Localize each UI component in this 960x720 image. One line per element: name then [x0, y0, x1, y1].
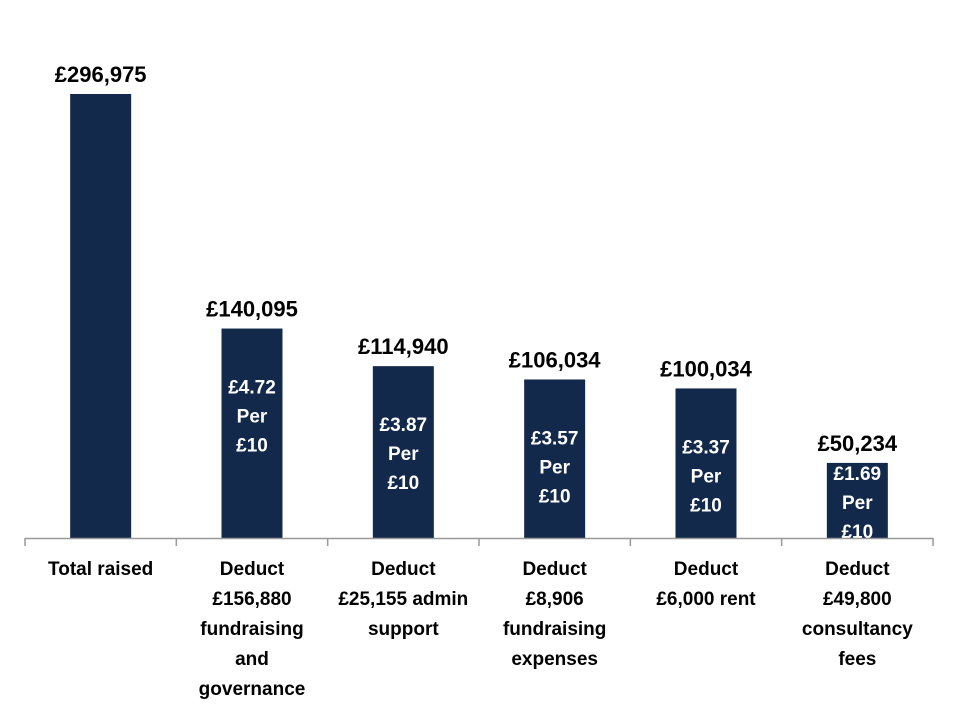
bar-inner-label: £3.37	[682, 437, 730, 458]
category-label: Total raised	[48, 559, 153, 580]
category-label: Deduct	[674, 559, 739, 580]
category-label: fundraising	[503, 619, 606, 640]
category-label: and	[235, 649, 269, 670]
bar-value-label: £114,940	[358, 334, 449, 359]
category-labels-group: Total raised Deduct £156,880 fundraising and…	[48, 559, 913, 700]
bar-inner-label: Per	[539, 457, 570, 478]
category-label: fees	[838, 649, 876, 670]
category-label: Deduct	[220, 559, 285, 580]
bar	[372, 366, 434, 538]
bar-inner-label: £10	[236, 436, 268, 457]
category-label: fundraising	[200, 619, 303, 640]
bar-inner-label: £4.72	[228, 378, 276, 399]
bars-group	[70, 94, 888, 538]
x-axis-ticks	[24, 538, 934, 546]
bar-value-label: £50,234	[818, 431, 898, 456]
category-label: £49,800	[823, 589, 892, 610]
category-label: expenses	[511, 649, 598, 670]
bar-value-label: £106,034	[509, 347, 602, 372]
bar-inner-label: £10	[690, 495, 722, 516]
bar-value-label: £296,975	[55, 62, 147, 87]
category-label: £8,906	[526, 589, 584, 610]
bar	[524, 379, 586, 538]
bar-inner-label: £10	[387, 473, 419, 494]
category-label: consultancy	[802, 619, 913, 640]
bar-inner-label: £10	[841, 522, 873, 543]
bar-value-label: £140,095	[206, 297, 298, 322]
category-label: support	[368, 619, 439, 640]
category-label: governance	[199, 679, 306, 700]
bar-inner-label: £3.87	[380, 415, 428, 436]
bar	[675, 388, 737, 538]
bar-inner-label: £10	[539, 486, 571, 507]
bar	[826, 462, 888, 538]
category-label: Deduct	[825, 559, 890, 580]
bar	[221, 328, 283, 538]
bar-inner-label: Per	[237, 407, 268, 428]
bar-inner-label: Per	[388, 444, 419, 465]
bar-value-label: £100,034	[660, 356, 753, 381]
category-label: Deduct	[371, 559, 436, 580]
bar-inner-label: £3.57	[531, 428, 579, 449]
category-label: £156,880	[212, 589, 291, 610]
category-label: £25,155 admin	[338, 589, 468, 610]
bar	[70, 94, 132, 538]
category-label: £6,000 rent	[656, 589, 756, 610]
bar-inner-label: Per	[691, 466, 722, 487]
labels-group: £296,975 £140,095 £4.72 Per £10 £114,940 £3.87…	[55, 62, 898, 543]
bar-inner-label: Per	[842, 493, 873, 514]
bar-inner-label: £1.69	[834, 464, 882, 485]
category-label: Deduct	[522, 559, 587, 580]
